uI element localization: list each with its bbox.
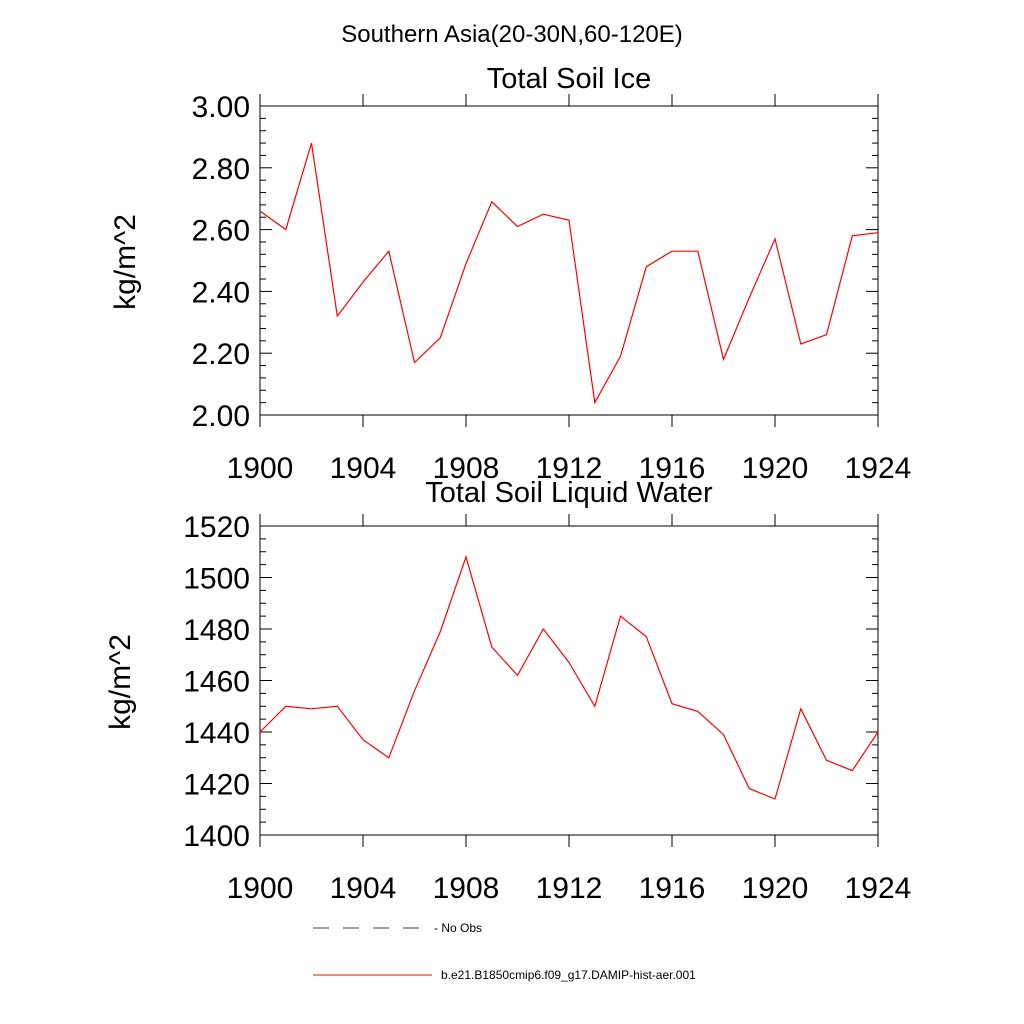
y-tick-label: 1440 — [183, 717, 250, 750]
x-tick-label: 1920 — [742, 452, 809, 485]
y-tick-label: 2.40 — [192, 276, 250, 309]
x-tick-label: 1920 — [742, 872, 809, 905]
series-line-1 — [259, 554, 879, 800]
y-tick-label: 1420 — [183, 769, 250, 802]
legend-label: b.e21.B1850cmip6.f09_g17.DAMIP-hist-aer.… — [441, 968, 696, 982]
legend-item-1: - No Obs — [313, 921, 482, 935]
x-tick-label: 1924 — [845, 872, 912, 905]
x-tick-label: 1900 — [227, 452, 294, 485]
chart-panel-2: Total Soil Liquid Water kg/m^2 1400 1420 144… — [104, 477, 911, 905]
plot-frame — [259, 105, 879, 416]
x-tick-label: 1908 — [433, 452, 500, 485]
y-axis-label: kg/m^2 — [104, 634, 137, 730]
y-tick-label: 1480 — [183, 614, 250, 647]
chart-title: Total Soil Ice — [487, 63, 651, 95]
x-tick-label: 1912 — [536, 872, 603, 905]
series-line-1 — [259, 142, 879, 405]
x-tick-label: 1908 — [433, 872, 500, 905]
x-tick-label: 1904 — [330, 452, 397, 485]
x-tick-label: 1912 — [536, 452, 603, 485]
panels: Total Soil Ice kg/m^2 2.00 2.20 2.40 2.60 2.80… — [104, 63, 911, 905]
plot-frame — [259, 525, 879, 836]
x-tick-label: 1916 — [639, 872, 706, 905]
x-tick-label: 1900 — [227, 872, 294, 905]
x-tick-label: 1924 — [845, 452, 912, 485]
chart-panel-1: Total Soil Ice kg/m^2 2.00 2.20 2.40 2.60 2.80… — [109, 63, 911, 485]
legend: - No Obs b.e21.B1850cmip6.f09_g17.DAMIP-h… — [313, 921, 696, 982]
legend-item-2: b.e21.B1850cmip6.f09_g17.DAMIP-hist-aer.… — [313, 968, 696, 982]
y-tick-label: 1400 — [183, 820, 250, 853]
y-axis-label: kg/m^2 — [109, 214, 142, 310]
chart-title: Total Soil Liquid Water — [425, 477, 713, 509]
y-tick-label: 2.20 — [192, 338, 250, 371]
x-tick-label: 1916 — [639, 452, 706, 485]
y-tick-label: 2.00 — [192, 400, 250, 433]
y-tick-label: 1500 — [183, 563, 250, 596]
y-tick-label: 1460 — [183, 666, 250, 699]
y-tick-label: 2.80 — [192, 153, 250, 186]
figure-title: Southern Asia(20-30N,60-120E) — [341, 21, 683, 48]
y-tick-label: 2.60 — [192, 215, 250, 248]
y-tick-label: 3.00 — [192, 91, 250, 124]
legend-label: - No Obs — [434, 921, 482, 935]
y-tick-label: 1520 — [183, 511, 250, 544]
x-tick-label: 1904 — [330, 872, 397, 905]
